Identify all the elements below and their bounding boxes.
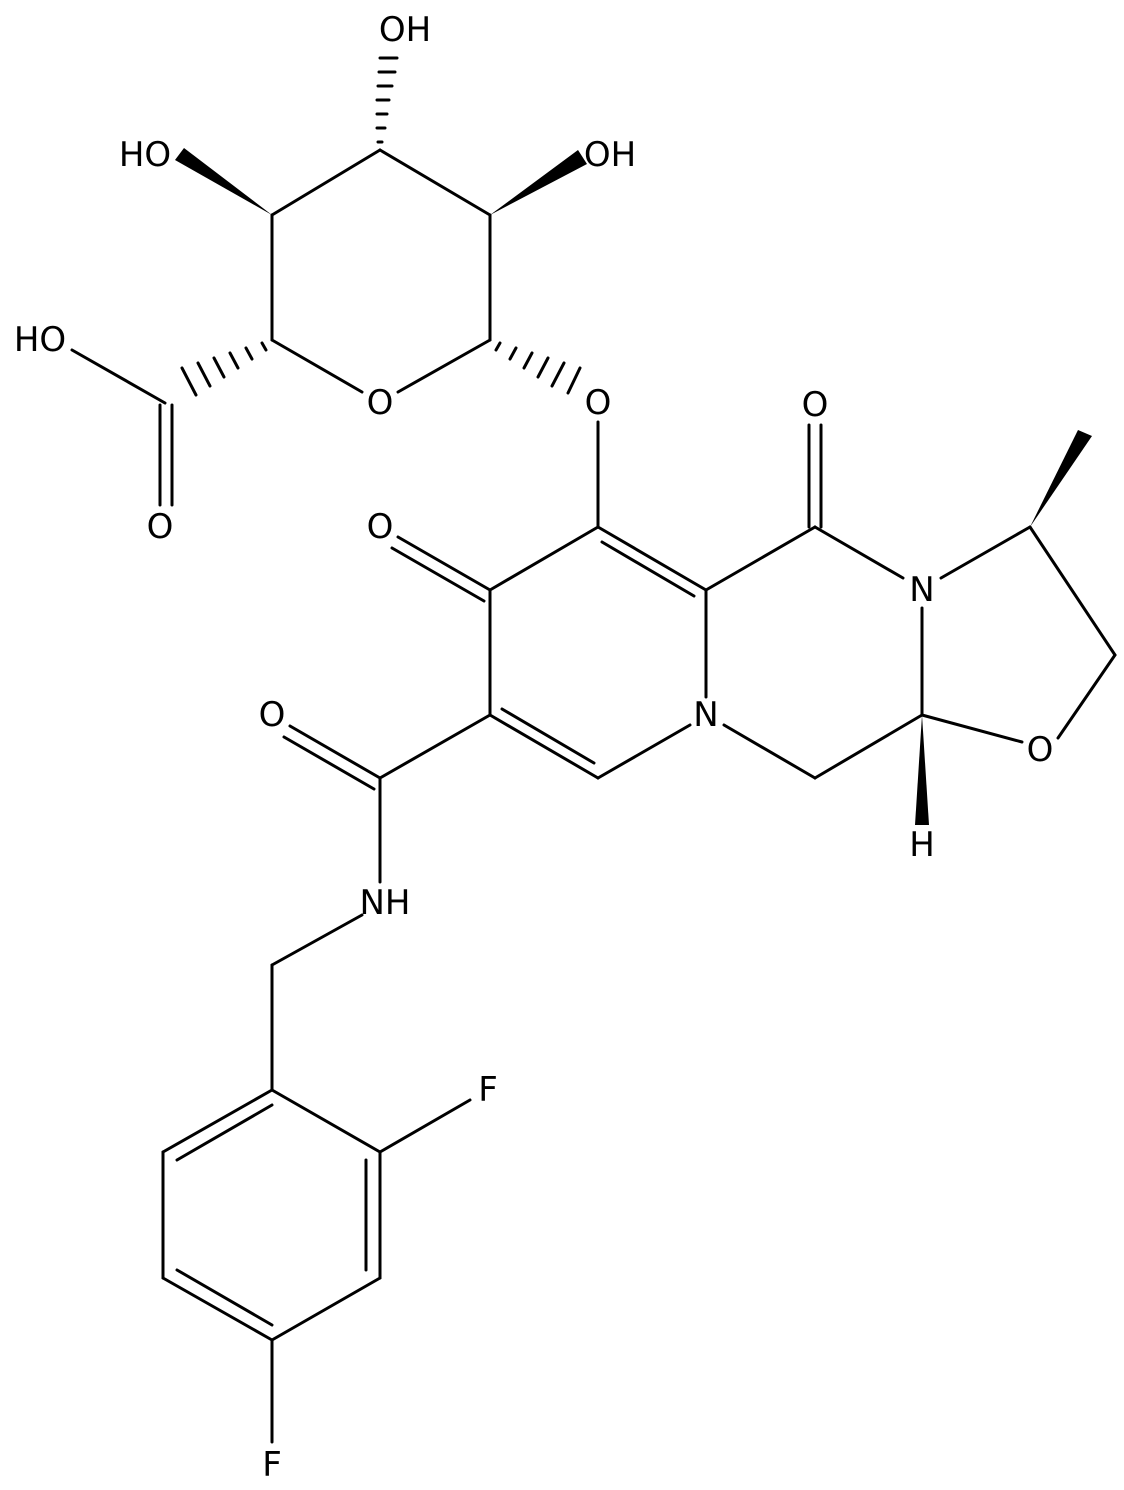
atom-label: N (909, 570, 934, 610)
atom-label: F (262, 1445, 282, 1485)
atom-label: OH (584, 135, 636, 175)
atom-label: OH (379, 10, 431, 50)
atom-label: O (367, 507, 394, 547)
atom-label: O (1027, 730, 1054, 770)
atom-label: NH (360, 883, 411, 923)
atom-label: H (909, 825, 935, 865)
atom-label: O (259, 695, 286, 735)
atom-label: O (802, 385, 829, 425)
atom-label: N (693, 695, 718, 735)
atom-label: O (147, 507, 174, 547)
atom-label: HO (119, 135, 171, 175)
atom-labels: OH HO OH HO O O O O O N N O H O NH F F (14, 10, 1054, 1485)
bonds (70, 56, 1117, 1444)
atom-label: HO (14, 320, 66, 360)
atom-label: O (367, 383, 394, 423)
atom-label: O (585, 383, 612, 423)
atom-label: F (478, 1070, 498, 1110)
